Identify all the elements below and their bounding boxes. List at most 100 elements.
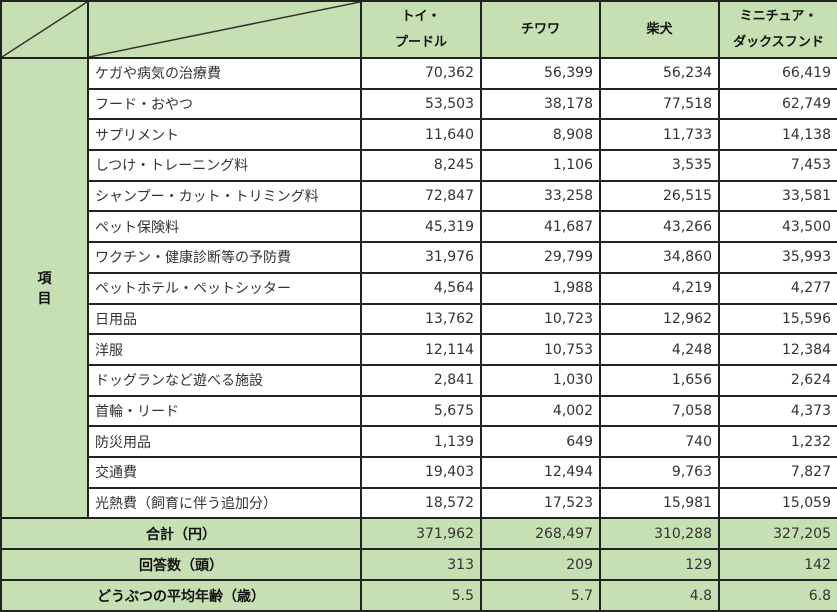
summary-value: 310,288 <box>599 517 720 551</box>
cell-value: 33,258 <box>480 179 601 213</box>
cell-value: 35,993 <box>718 241 837 274</box>
cell-value: 8,245 <box>360 149 482 182</box>
cell-value: 4,277 <box>718 271 837 305</box>
summary-value: 129 <box>599 548 720 582</box>
cell-value: 11,733 <box>599 118 720 152</box>
cell-value: 41,687 <box>480 210 601 244</box>
cell-value: 62,749 <box>718 87 837 121</box>
cell-value: 19,403 <box>360 455 482 489</box>
table-row: ペット保険料 45,319 41,687 43,266 43,500 <box>1 210 837 244</box>
cell-value: 12,384 <box>718 333 837 366</box>
cell-value: 740 <box>599 425 720 458</box>
table-row: ドッグランなど遊べる施設 2,841 1,030 1,656 2,624 <box>1 363 837 397</box>
table-row: サプリメント 11,640 8,908 11,733 14,138 <box>1 118 837 152</box>
cell-value: 7,453 <box>718 149 837 182</box>
cell-value: 13,762 <box>360 302 482 336</box>
cell-value: 9,763 <box>599 455 720 489</box>
table-row: ワクチン・健康診断等の予防費 31,976 29,799 34,860 35,993 <box>1 241 837 274</box>
table-row: ペットホテル・ペットシッター 4,564 1,988 4,219 4,277 <box>1 271 837 305</box>
cell-value: 4,219 <box>599 271 720 305</box>
cell-value: 4,002 <box>480 394 601 428</box>
cell-value: 4,373 <box>718 394 837 428</box>
summary-label: どうぶつの平均年齢（歳） <box>0 579 362 612</box>
cell-value: 10,753 <box>480 333 601 366</box>
cell-value: 4,248 <box>599 333 720 366</box>
cell-value: 2,841 <box>360 363 482 397</box>
row-label: ケガや病気の治療費 <box>87 57 362 90</box>
table-row: 首輪・リード 5,675 4,002 7,058 4,373 <box>1 394 837 428</box>
cell-value: 15,981 <box>599 486 720 520</box>
cell-value: 1,106 <box>480 149 601 182</box>
summary-label: 合計（円） <box>0 517 362 551</box>
row-label: ワクチン・健康診断等の予防費 <box>87 241 362 274</box>
cell-value: 14,138 <box>718 118 837 152</box>
summary-value: 327,205 <box>718 517 837 551</box>
cell-value: 1,232 <box>718 425 837 458</box>
summary-row: どうぶつの平均年齢（歳） 5.5 5.7 4.8 6.8 <box>0 579 837 612</box>
table-row: フード・おやつ 53,503 38,178 77,518 62,749 <box>1 87 837 121</box>
cell-value: 72,847 <box>360 179 482 213</box>
row-label: 洋服 <box>87 333 362 366</box>
cell-value: 4,564 <box>360 271 482 305</box>
summary-label: 回答数（頭） <box>0 548 362 582</box>
row-label: フード・おやつ <box>87 87 362 121</box>
row-label: 首輪・リード <box>87 394 362 428</box>
row-label: シャンプー・カット・トリミング料 <box>87 179 362 213</box>
summary-row: 合計（円） 371,962 268,497 310,288 327,205 <box>0 517 837 551</box>
cell-value: 56,234 <box>599 57 720 90</box>
row-label: ドッグランなど遊べる施設 <box>87 363 362 397</box>
cell-value: 38,178 <box>480 87 601 121</box>
cell-value: 649 <box>480 425 601 458</box>
cell-value: 43,266 <box>599 210 720 244</box>
table-row: 日用品 13,762 10,723 12,962 15,596 <box>1 302 837 336</box>
row-group-label: 項目 <box>0 56 89 520</box>
cell-value: 12,114 <box>360 333 482 366</box>
cell-value: 2,624 <box>718 363 837 397</box>
summary-value: 6.8 <box>718 579 837 612</box>
cell-value: 1,139 <box>360 425 482 458</box>
cell-value: 33,581 <box>718 179 837 213</box>
cell-value: 66,419 <box>718 57 837 90</box>
summary-value: 4.8 <box>599 579 720 612</box>
summary-value: 5.7 <box>480 579 601 612</box>
cell-value: 53,503 <box>360 87 482 121</box>
row-label: 光熱費（飼育に伴う追加分） <box>87 486 362 520</box>
row-label: ペット保険料 <box>87 210 362 244</box>
table-row: 交通費 19,403 12,494 9,763 7,827 <box>1 455 837 489</box>
row-label: サプリメント <box>87 118 362 152</box>
cell-value: 1,988 <box>480 271 601 305</box>
cell-value: 17,523 <box>480 486 601 520</box>
cell-value: 1,656 <box>599 363 720 397</box>
cell-value: 12,494 <box>480 455 601 489</box>
cell-value: 7,058 <box>599 394 720 428</box>
table-row: シャンプー・カット・トリミング料 72,847 33,258 26,515 33,581 <box>1 179 837 213</box>
cell-value: 29,799 <box>480 241 601 274</box>
table-row: 光熱費（飼育に伴う追加分） 18,572 17,523 15,981 15,059 <box>1 486 837 520</box>
column-header-mini-dachshund: ミニチュア・ ダックスフンド <box>718 0 837 59</box>
cell-value: 70,362 <box>360 57 482 90</box>
cell-value: 8,908 <box>480 118 601 152</box>
corner-cell-2 <box>87 0 362 59</box>
summary-value: 209 <box>480 548 601 582</box>
row-label: しつけ・トレーニング料 <box>87 149 362 182</box>
corner-cell <box>0 0 89 59</box>
cell-value: 11,640 <box>360 118 482 152</box>
row-label: 日用品 <box>87 302 362 336</box>
column-header-chihuahua: チワワ <box>480 0 601 59</box>
cell-value: 15,059 <box>718 486 837 520</box>
column-header-shiba: 柴犬 <box>599 0 720 59</box>
summary-value: 268,497 <box>480 517 601 551</box>
cell-value: 1,030 <box>480 363 601 397</box>
cell-value: 34,860 <box>599 241 720 274</box>
cell-value: 26,515 <box>599 179 720 213</box>
cell-value: 10,723 <box>480 302 601 336</box>
cell-value: 18,572 <box>360 486 482 520</box>
summary-row: 回答数（頭） 313 209 129 142 <box>0 548 837 582</box>
table-row: 洋服 12,114 10,753 4,248 12,384 <box>1 333 837 366</box>
cell-value: 45,319 <box>360 210 482 244</box>
summary-value: 5.5 <box>360 579 482 612</box>
cell-value: 15,596 <box>718 302 837 336</box>
table-row: 防災用品 1,139 649 740 1,232 <box>1 425 837 458</box>
cell-value: 31,976 <box>360 241 482 274</box>
